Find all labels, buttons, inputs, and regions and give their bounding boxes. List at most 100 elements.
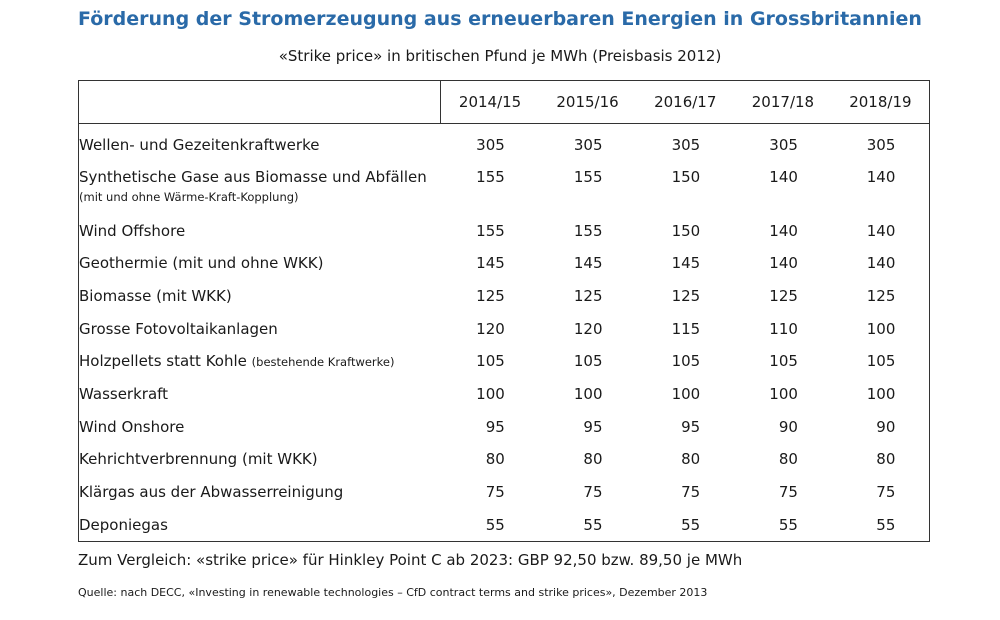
table-row: Grosse Fotovoltaikanlagen 120 120 115 110 100 xyxy=(79,313,930,346)
value-label: 305 xyxy=(768,136,798,154)
row-label-cell: Synthetische Gase aus Biomasse und Abfäl… xyxy=(79,161,441,215)
value-label: 140 xyxy=(768,222,798,240)
row-label: Wasserkraft xyxy=(79,385,168,403)
value-label: 155 xyxy=(475,222,505,240)
value-label: 125 xyxy=(670,287,700,305)
value-cell: 55 xyxy=(441,509,539,542)
value-label: 80 xyxy=(573,450,603,468)
value-cell: 105 xyxy=(636,345,734,378)
value-cell: 140 xyxy=(832,161,930,215)
table-row: Holzpellets statt Kohle (bestehende Kraf… xyxy=(79,345,930,378)
value-label: 80 xyxy=(670,450,700,468)
value-label: 140 xyxy=(768,168,798,186)
value-label: 125 xyxy=(475,287,505,305)
value-label: 90 xyxy=(768,418,798,436)
value-label: 140 xyxy=(865,222,895,240)
table-row: Wind Offshore 155 155 150 140 140 xyxy=(79,215,930,248)
value-label: 75 xyxy=(573,483,603,501)
table-row: Biomasse (mit WKK) 125 125 125 125 125 xyxy=(79,280,930,313)
value-label: 110 xyxy=(768,320,798,338)
table-row: Kehrichtverbrennung (mit WKK) 80 80 80 80 80 xyxy=(79,443,930,476)
value-label: 145 xyxy=(573,254,603,272)
row-label-cell: Deponiegas xyxy=(79,509,441,542)
table-body: Wellen- und Gezeitenkraftwerke 305 305 305 3… xyxy=(79,124,930,542)
value-label: 115 xyxy=(670,320,700,338)
row-label-cell: Wasserkraft xyxy=(79,378,441,411)
value-label: 90 xyxy=(865,418,895,436)
value-cell: 110 xyxy=(734,313,832,346)
value-cell: 95 xyxy=(636,411,734,444)
table-row: Deponiegas 55 55 55 55 55 xyxy=(79,509,930,542)
value-label: 305 xyxy=(475,136,505,154)
value-cell: 140 xyxy=(832,247,930,280)
value-label: 100 xyxy=(475,385,505,403)
value-cell: 55 xyxy=(539,509,637,542)
table-header-row: 2014/15 2015/16 2016/17 2017/18 2018/19 xyxy=(79,81,930,124)
column-header: 2015/16 xyxy=(539,81,637,124)
value-label: 305 xyxy=(573,136,603,154)
value-label: 125 xyxy=(573,287,603,305)
page-subtitle: «Strike price» in britischen Pfund je MW… xyxy=(0,47,1000,65)
value-label: 80 xyxy=(865,450,895,468)
table-row: Geothermie (mit und ohne WKK) 145 145 145 14… xyxy=(79,247,930,280)
value-cell: 150 xyxy=(636,215,734,248)
value-cell: 145 xyxy=(441,247,539,280)
value-label: 155 xyxy=(475,168,505,186)
value-label: 140 xyxy=(865,254,895,272)
value-cell: 155 xyxy=(539,161,637,215)
value-label: 95 xyxy=(573,418,603,436)
value-label: 95 xyxy=(670,418,700,436)
value-cell: 55 xyxy=(832,509,930,542)
value-cell: 80 xyxy=(636,443,734,476)
value-label: 55 xyxy=(573,516,603,534)
value-label: 140 xyxy=(768,254,798,272)
row-label-cell: Kehrichtverbrennung (mit WKK) xyxy=(79,443,441,476)
value-label: 120 xyxy=(475,320,505,338)
value-cell: 80 xyxy=(539,443,637,476)
value-label: 75 xyxy=(768,483,798,501)
value-cell: 75 xyxy=(539,476,637,509)
value-label: 55 xyxy=(768,516,798,534)
value-label: 100 xyxy=(865,385,895,403)
value-label: 305 xyxy=(865,136,895,154)
value-label: 125 xyxy=(768,287,798,305)
value-cell: 305 xyxy=(636,124,734,161)
value-cell: 145 xyxy=(539,247,637,280)
row-label: Wind Onshore xyxy=(79,418,184,436)
row-label-note: (bestehende Kraftwerke) xyxy=(252,355,395,369)
value-label: 105 xyxy=(670,352,700,370)
value-label: 105 xyxy=(475,352,505,370)
value-cell: 80 xyxy=(832,443,930,476)
value-cell: 100 xyxy=(636,378,734,411)
value-label: 145 xyxy=(475,254,505,272)
row-label: Synthetische Gase aus Biomasse und Abfäl… xyxy=(79,168,427,186)
value-label: 150 xyxy=(670,168,700,186)
row-label: Grosse Fotovoltaikanlagen xyxy=(79,320,278,338)
value-cell: 100 xyxy=(832,378,930,411)
row-label: Deponiegas xyxy=(79,516,168,534)
value-cell: 80 xyxy=(441,443,539,476)
value-cell: 125 xyxy=(539,280,637,313)
table-row: Synthetische Gase aus Biomasse und Abfäl… xyxy=(79,161,930,215)
value-cell: 305 xyxy=(832,124,930,161)
value-cell: 55 xyxy=(636,509,734,542)
value-cell: 80 xyxy=(734,443,832,476)
value-label: 75 xyxy=(670,483,700,501)
value-cell: 145 xyxy=(636,247,734,280)
value-label: 105 xyxy=(865,352,895,370)
value-cell: 140 xyxy=(832,215,930,248)
header-empty-cell xyxy=(79,81,441,124)
row-label: Geothermie (mit und ohne WKK) xyxy=(79,254,323,272)
column-header: 2014/15 xyxy=(441,81,539,124)
row-label-cell: Grosse Fotovoltaikanlagen xyxy=(79,313,441,346)
table-row: Wellen- und Gezeitenkraftwerke 305 305 305 3… xyxy=(79,124,930,161)
value-label: 80 xyxy=(768,450,798,468)
comparison-note: Zum Vergleich: «strike price» für Hinkle… xyxy=(78,551,742,569)
value-cell: 140 xyxy=(734,215,832,248)
value-cell: 105 xyxy=(441,345,539,378)
value-cell: 125 xyxy=(441,280,539,313)
value-label: 100 xyxy=(573,385,603,403)
row-label-cell: Geothermie (mit und ohne WKK) xyxy=(79,247,441,280)
value-cell: 75 xyxy=(832,476,930,509)
row-label-cell: Holzpellets statt Kohle (bestehende Kraf… xyxy=(79,345,441,378)
